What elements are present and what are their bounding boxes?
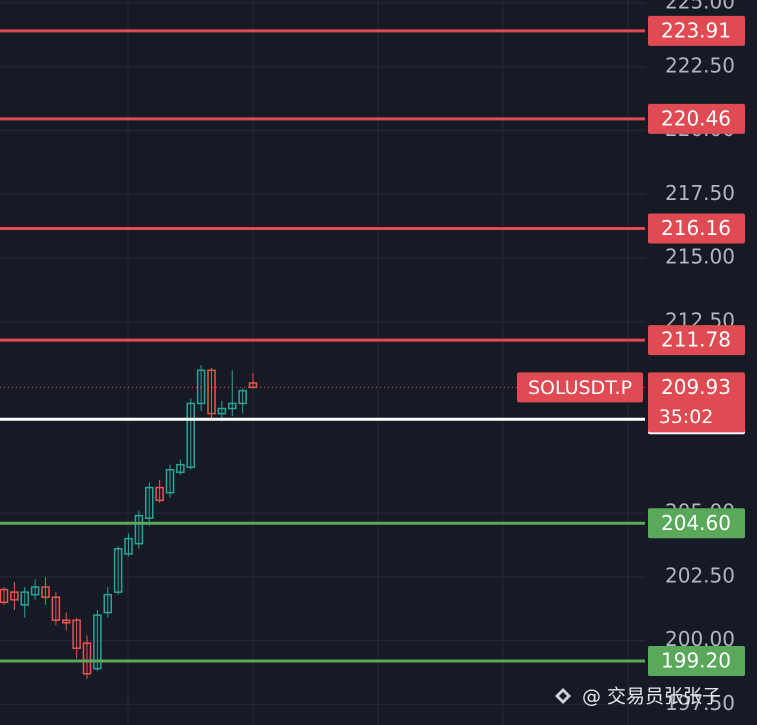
candle-body — [0, 588, 9, 604]
candle-body — [186, 402, 195, 468]
candle-body — [238, 389, 247, 405]
level-label-box — [648, 645, 745, 676]
y-tick-label: 215.00 — [665, 245, 735, 269]
y-tick-label: 217.50 — [665, 181, 735, 205]
candle-body — [103, 593, 112, 614]
symbol-box — [517, 372, 643, 403]
watermark-text: @ 交易员张张子 — [582, 686, 721, 708]
last-price-label: 209.93 — [661, 375, 731, 399]
symbol-label: SOLUSDT.P — [528, 377, 632, 399]
candle-body — [124, 537, 133, 555]
watermark: @ 交易员张张子 — [555, 686, 721, 708]
level-label: 220.46 — [661, 106, 731, 130]
y-tick-label: 202.50 — [665, 563, 735, 587]
candle-body — [165, 468, 175, 494]
candle-body — [145, 486, 154, 519]
level-label-box — [648, 508, 745, 539]
last-price-box — [648, 372, 745, 433]
y-tick-label: 222.50 — [665, 53, 735, 77]
level-label: 199.20 — [661, 648, 731, 672]
watermark-icon — [555, 688, 571, 704]
level-label-box — [648, 103, 745, 134]
candle-body — [155, 486, 164, 502]
level-label-box — [648, 15, 745, 46]
level-label-box — [648, 213, 745, 244]
candle-body — [196, 369, 206, 405]
countdown-label: 35:02 — [659, 406, 714, 428]
candle-body — [10, 591, 19, 601]
candle-body — [207, 369, 216, 415]
candle-body — [72, 619, 81, 649]
candle-body — [82, 642, 92, 675]
candle-body — [30, 586, 40, 596]
grid — [127, 0, 629, 725]
candle-body — [93, 614, 102, 670]
level-label: 223.91 — [661, 18, 731, 42]
y-tick-label: 225.00 — [665, 0, 735, 14]
candle-body — [228, 402, 237, 410]
y-tick-label: 197.50 — [665, 691, 735, 715]
layer: 225.00222.50220.00217.50215.00212.50205.… — [0, 0, 745, 715]
candle-body — [113, 548, 123, 593]
candle-body — [134, 514, 144, 545]
candle-body — [20, 591, 29, 606]
candle-body — [51, 596, 61, 621]
level-label: 204.60 — [661, 511, 731, 535]
level-label: 211.78 — [661, 328, 731, 352]
candle-body — [217, 407, 227, 415]
candle-body — [176, 463, 185, 474]
candle-body — [41, 586, 50, 598]
level-label-box — [648, 325, 745, 356]
level-label: 216.16 — [661, 216, 731, 240]
candle-body — [62, 619, 71, 624]
